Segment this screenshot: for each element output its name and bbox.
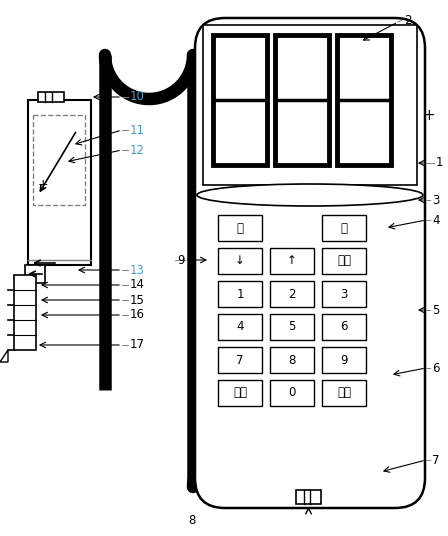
Bar	[203, 25, 417, 185]
Bar	[218, 380, 262, 406]
Text: 12: 12	[130, 144, 145, 157]
Text: +: +	[38, 178, 48, 191]
Text: 7: 7	[432, 453, 439, 466]
Text: 0: 0	[289, 386, 296, 399]
Text: 5: 5	[432, 303, 439, 316]
Text: 8: 8	[289, 354, 296, 367]
Text: 6: 6	[432, 361, 439, 375]
Bar	[218, 215, 262, 241]
Bar	[28, 100, 91, 265]
Bar	[270, 281, 314, 307]
Bar	[337, 35, 391, 165]
Text: +: +	[422, 108, 435, 123]
Bar	[218, 281, 262, 307]
Bar	[322, 248, 366, 274]
Text: 1: 1	[236, 287, 244, 301]
Text: 确认: 确认	[337, 386, 351, 399]
Text: 2: 2	[404, 13, 412, 26]
Bar	[270, 314, 314, 340]
Bar	[322, 281, 366, 307]
Text: ↑: ↑	[287, 255, 297, 267]
Text: 16: 16	[130, 309, 145, 322]
Bar	[296, 490, 321, 504]
Text: 17: 17	[130, 339, 145, 352]
Text: 3: 3	[340, 287, 348, 301]
Bar	[218, 248, 262, 274]
Text: 10: 10	[130, 91, 145, 103]
Bar	[25, 265, 45, 283]
Text: 9: 9	[340, 354, 348, 367]
Text: 15: 15	[130, 294, 145, 307]
Bar	[270, 347, 314, 373]
Text: ↓: ↓	[235, 255, 245, 267]
Text: 7: 7	[236, 354, 244, 367]
Text: 3: 3	[432, 193, 439, 206]
Text: 5: 5	[289, 321, 296, 333]
Text: 4: 4	[432, 213, 439, 227]
Bar	[322, 314, 366, 340]
Text: 11: 11	[130, 123, 145, 137]
Text: 8: 8	[188, 513, 195, 526]
Text: 4: 4	[236, 321, 244, 333]
Bar	[14, 275, 36, 350]
Bar	[218, 347, 262, 373]
Bar	[322, 215, 366, 241]
Text: 2: 2	[288, 287, 296, 301]
FancyBboxPatch shape	[195, 18, 425, 508]
Bar	[322, 380, 366, 406]
Bar	[218, 314, 262, 340]
Text: 9: 9	[177, 254, 185, 266]
Text: 13: 13	[130, 264, 145, 277]
Bar	[270, 248, 314, 274]
Ellipse shape	[197, 184, 423, 206]
Text: 清除: 清除	[233, 386, 247, 399]
Text: 14: 14	[130, 279, 145, 292]
Text: 开: 开	[237, 221, 244, 235]
Text: 关: 关	[340, 221, 348, 235]
Text: 存储: 存储	[337, 255, 351, 267]
Bar	[33, 115, 85, 205]
Bar	[213, 35, 267, 165]
Bar	[275, 35, 329, 165]
Bar	[270, 380, 314, 406]
Text: 1: 1	[436, 157, 444, 169]
Text: 6: 6	[340, 321, 348, 333]
Bar	[322, 347, 366, 373]
Bar	[38, 92, 64, 102]
